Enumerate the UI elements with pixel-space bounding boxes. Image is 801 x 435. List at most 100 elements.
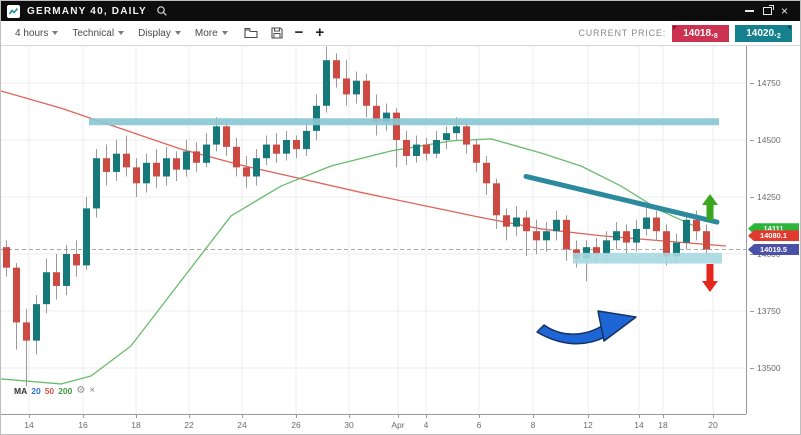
candle-body [203,144,210,163]
display-menu[interactable]: Display [138,28,181,39]
time-tick-label: 14 [634,420,644,430]
ma-label: MA [14,385,28,396]
candle-body [703,231,710,250]
candle-body [663,231,670,257]
time-tick-mark [349,415,350,418]
candle-body [363,80,370,106]
descending-trendline[interactable] [523,173,720,225]
time-tick-mark [29,415,30,418]
time-tick-label: 18 [658,420,668,430]
candle-body [123,153,130,168]
breakout-up-arrow-head[interactable] [702,194,718,205]
momentum-curved-arrow[interactable] [536,324,606,345]
candle-body [273,144,280,154]
chevron-down-icon [174,31,181,35]
time-tick-label: 24 [237,420,247,430]
candle-body [73,254,80,266]
breakdown-down-arrow-shaft[interactable] [706,264,714,281]
candle-body [243,167,250,177]
time-tick-mark [136,415,137,418]
time-tick-mark [242,415,243,418]
price-tick-label: 14500 [750,135,781,145]
price-tick-label: 13750 [750,306,781,316]
save-icon[interactable] [271,27,283,39]
technical-menu[interactable]: Technical [72,27,125,39]
candle-body [673,242,680,257]
time-tick-mark [479,415,480,418]
candle-body [643,217,650,229]
ma-period-20: 20 [31,385,41,396]
buy-price-sub: 2 [776,32,781,40]
time-axis[interactable]: 14 16 18 22 24 26 30 Apr 4 6 8 12 14 18 20 [1,414,747,434]
candle-body [283,140,290,154]
display-label: Display [138,27,171,39]
candle-body [593,247,600,254]
page-title: GERMANY 40, DAILY [27,5,147,17]
candle-body [33,304,40,341]
candle-body [683,219,690,243]
ma-period-50: 50 [44,385,55,396]
time-tick-label: 12 [583,420,593,430]
zoom-out-button[interactable]: − [294,24,304,41]
candle-body [633,228,640,243]
candle-body [653,217,660,232]
support-zone[interactable] [573,252,722,264]
ma-settings-gear-icon[interactable]: ⚙ [76,385,86,396]
candle-body [603,240,610,254]
candle-body [513,217,520,227]
candle-body [693,219,700,232]
candle-body [443,133,450,140]
candle-body [463,126,470,145]
candle-body [533,231,540,241]
candle-body [13,267,20,323]
current-price-label: CURRENT PRICE: [578,28,666,38]
candle-body [473,144,480,163]
candlestick-chart[interactable] [1,46,746,414]
time-tick-label: Apr [391,420,405,430]
time-tick-mark [713,415,714,418]
close-icon[interactable]: × [780,4,788,18]
candle-body [383,112,390,122]
time-tick-mark [639,415,640,418]
candle-body [103,158,110,172]
candle-body [153,162,160,177]
candle-body [543,231,550,241]
candle-body [483,162,490,184]
ma-legend: MA 20 50 200 ⚙ × [14,385,95,396]
timeframe-dropdown[interactable]: 4 hours [15,28,59,39]
time-tick-mark [189,415,190,418]
candle-body [43,272,50,305]
breakdown-down-arrow-head[interactable] [702,281,718,292]
breakout-up-arrow-shaft[interactable] [706,205,714,220]
candle-body [623,231,630,243]
candle-body [373,105,380,122]
candle-body [3,247,10,268]
candle-body [413,144,420,156]
minimize-icon[interactable] [744,10,754,12]
time-tick-mark [83,415,84,418]
candle-body [393,112,400,140]
technical-label: Technical [72,27,115,39]
sell-price-badge[interactable]: 14018. 8 [672,24,729,42]
buy-price-badge[interactable]: 14020. 2 [735,24,792,42]
time-tick-label: 30 [344,420,354,430]
price-tag-14080.1: 14080.1 [748,230,799,242]
open-folder-icon[interactable] [244,27,259,39]
time-tick-mark [588,415,589,418]
candle-body [113,153,120,172]
candle-body [173,158,180,170]
chart-canvas[interactable] [1,46,746,414]
popout-icon[interactable] [762,5,774,15]
search-icon[interactable] [156,5,168,17]
ma-green-slow [1,138,702,385]
zoom-in-button[interactable]: + [315,24,325,41]
candle-body [63,254,70,286]
candle-body [293,140,300,150]
candle-body [93,158,100,209]
more-menu[interactable]: More [195,28,228,39]
resistance-line[interactable] [89,118,719,126]
time-tick-label: 8 [530,420,536,430]
ma-remove-icon[interactable]: × [89,385,96,396]
momentum-curved-arrow-head[interactable] [597,310,637,342]
